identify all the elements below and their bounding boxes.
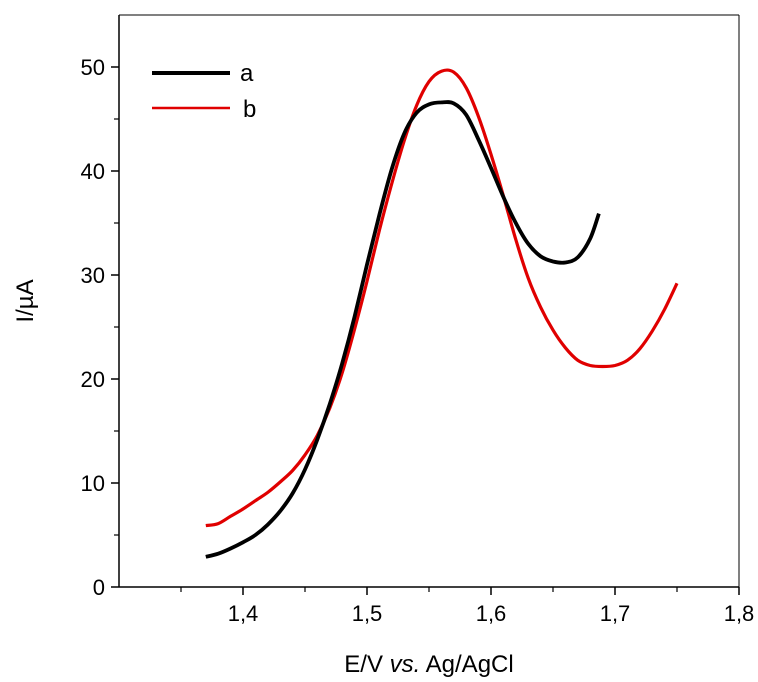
y-axis-title: I/µA (12, 279, 39, 322)
legend-label-a: a (240, 60, 254, 87)
x-axis-title-part-1: E/V (344, 651, 389, 678)
x-tick-label: 1,8 (724, 601, 755, 626)
plot-frame (118, 14, 740, 588)
y-tick-label: 50 (81, 55, 105, 80)
legend-label-b: b (243, 96, 256, 123)
legend: a b (152, 60, 256, 123)
legend-item-b: b (152, 96, 256, 123)
x-axis-title-part-2: vs. (390, 651, 421, 678)
x-axis-title: E/V vs. Ag/AgCl (344, 651, 513, 678)
y-tick-label: 20 (81, 367, 105, 392)
series-line-b (205, 68, 679, 528)
y-tick-label: 0 (93, 575, 105, 600)
y-tick-label: 40 (81, 159, 105, 184)
y-tick-label: 30 (81, 263, 105, 288)
x-tick-label: 1,6 (476, 601, 507, 626)
series-layer (205, 68, 679, 559)
x-ticks: 1,4 1,5 1,6 1,7 1,8 (180, 587, 755, 626)
y-tick-label: 10 (81, 471, 105, 496)
y-ticks: 0 10 20 30 40 50 (81, 55, 119, 600)
x-tick-label: 1,4 (228, 601, 259, 626)
x-tick-label: 1,7 (600, 601, 631, 626)
x-axis-title-part-3: Ag/AgCl (420, 651, 513, 678)
legend-item-a: a (152, 60, 254, 87)
series-line-a (205, 100, 601, 559)
x-tick-label: 1,5 (352, 601, 383, 626)
